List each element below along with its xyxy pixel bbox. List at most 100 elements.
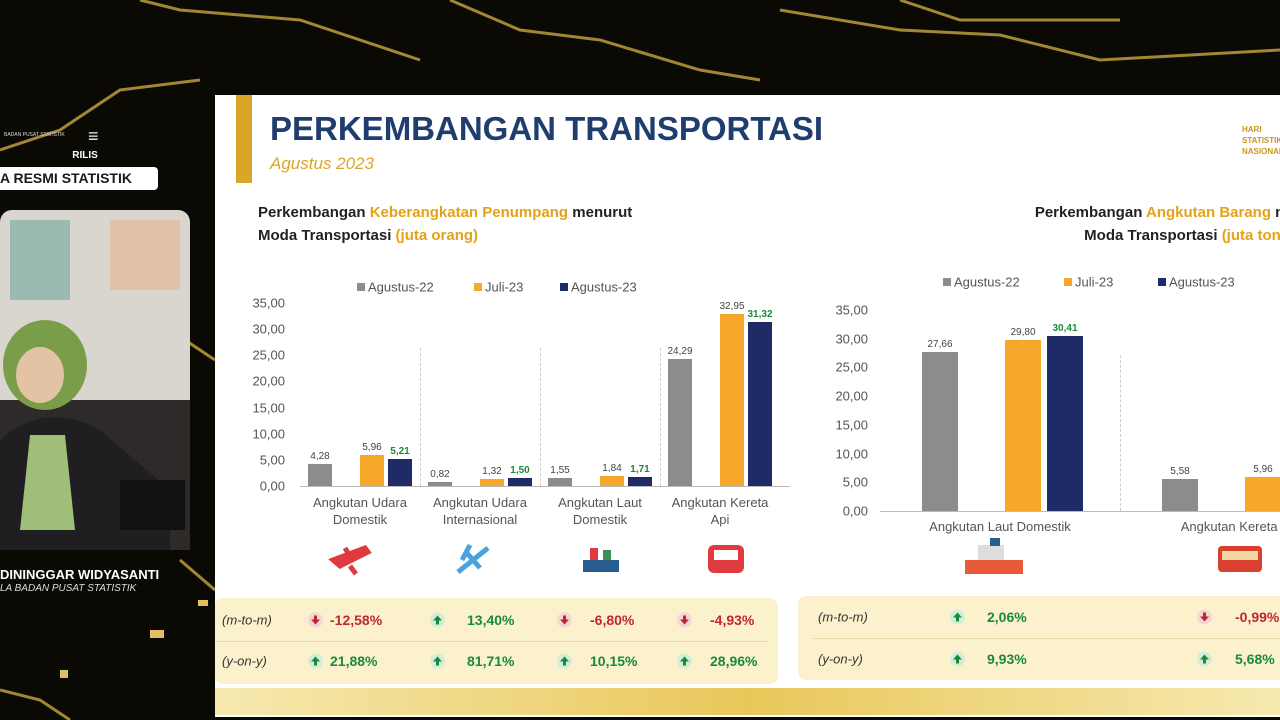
y-tick-label: 10,00 (835, 446, 868, 462)
bar (548, 477, 572, 486)
value-label: 24,29 (667, 345, 693, 357)
value-label: 1,55 (550, 464, 570, 476)
row-label: (y-on-y) (818, 651, 863, 667)
title-part: Perkembangan (258, 204, 366, 221)
bar (480, 479, 504, 486)
bar (1245, 476, 1280, 511)
legend-swatch (943, 278, 951, 286)
y-tick-label: 25,00 (835, 359, 868, 375)
arrow-up (1197, 651, 1212, 667)
x-tick-label: Angkutan Kereta Api (1180, 519, 1280, 534)
y-tick-label: 10,00 (252, 426, 285, 442)
arrow-glyph (1200, 654, 1209, 664)
bar (1047, 336, 1083, 511)
arrow-glyph (433, 615, 442, 625)
arrow-up (950, 609, 965, 625)
arrow-glyph (680, 656, 689, 666)
bar (748, 322, 772, 486)
arrow-glyph (560, 656, 569, 666)
row-divider (217, 640, 767, 642)
x-tick-label: Angkutan Udara Internasional (433, 495, 527, 527)
bar (1005, 339, 1041, 511)
category-divider (420, 348, 421, 486)
arrow-glyph (311, 656, 320, 666)
indicator-value: 81,71% (467, 653, 515, 669)
value-label: 32,95 (719, 300, 745, 312)
footer-strip (215, 688, 1280, 715)
title-part: (juta ton) (1221, 227, 1280, 244)
legend-label: Agustus-22 (954, 274, 1020, 290)
title-part: Moda Transportasi (258, 227, 392, 244)
title-part: Keberangkatan Penumpang (369, 204, 569, 221)
speaker-name: DININGGAR WIDYASANTI (0, 567, 160, 582)
indicator-value: -0,99% (1235, 609, 1280, 625)
corner-text: NASIONAL (1242, 147, 1280, 156)
title-part: Perkembangan (1034, 204, 1143, 221)
y-tick-label: 0,00 (842, 503, 868, 519)
row-label: (y-on-y) (222, 653, 267, 669)
speaker-video (0, 210, 190, 550)
bar (308, 463, 332, 486)
category-divider (1120, 355, 1121, 511)
y-tick-label: 5,00 (842, 474, 868, 490)
bar (428, 481, 452, 486)
x-tick-label: Angkutan Laut Domestik (558, 495, 642, 527)
logo-mark: ≡ (88, 126, 99, 146)
bar (360, 454, 384, 486)
arrow-down (308, 612, 323, 628)
value-label: 1,84 (602, 463, 622, 475)
arrow-glyph (953, 612, 962, 622)
arrow-glyph (1200, 612, 1209, 622)
arrow-up (677, 653, 692, 669)
value-label: 5,96 (362, 441, 382, 453)
arrow-down (557, 612, 572, 628)
arrow-glyph (953, 654, 962, 664)
indicator-value: 5,68% (1235, 651, 1275, 667)
arrow-up (308, 653, 323, 669)
value-label: 1,50 (510, 465, 530, 477)
y-tick-label: 30,00 (835, 331, 868, 347)
y-tick-label: 25,00 (252, 347, 285, 363)
y-tick-label: 20,00 (835, 388, 868, 404)
banner: A RESMI STATISTIK (0, 167, 158, 190)
indicator-value: 2,06% (987, 609, 1027, 625)
bar (628, 477, 652, 486)
y-tick-label: 30,00 (252, 321, 285, 337)
legend-label: Juli-23 (1075, 274, 1114, 290)
indicator-value: -6,80% (590, 612, 635, 628)
y-tick-label: 0,00 (259, 478, 285, 494)
value-label: 30,41 (1052, 323, 1078, 335)
y-tick-label: 20,00 (252, 373, 285, 389)
title-part: Angkutan Barang (1145, 204, 1271, 221)
y-tick-label: 15,00 (835, 417, 868, 433)
title-part: (juta orang) (395, 227, 479, 244)
bar (388, 458, 412, 486)
value-label: 1,71 (630, 464, 650, 476)
indicator-value: 10,15% (590, 653, 638, 669)
title-part: menurut (572, 204, 633, 221)
chart-title: Perkembangan Angkutan Barang menurut Mod… (995, 201, 1280, 247)
arrow-down (1197, 609, 1212, 625)
x-tick-label: Angkutan Kereta Api (671, 495, 769, 527)
indicator-value: -12,58% (330, 612, 383, 628)
legend-label: Agustus-23 (571, 279, 637, 295)
title-part: menurut (1275, 204, 1280, 221)
x-axis-line (300, 486, 790, 487)
value-label: 5,21 (390, 445, 410, 457)
category-divider (660, 348, 661, 486)
x-axis-line (880, 511, 1280, 512)
arrow-glyph (311, 615, 320, 625)
accent-bar (236, 95, 252, 183)
arrow-glyph (680, 615, 689, 625)
arrow-up (430, 653, 445, 669)
bar (720, 313, 744, 486)
indicator-value: 21,88% (330, 653, 378, 669)
corner-text: HARI (1242, 125, 1262, 134)
bar (668, 358, 692, 486)
corner-text: STATISTIK (1242, 136, 1280, 145)
corner-logo: HARI STATISTIK NASIONAL (1242, 124, 1280, 157)
legend-swatch (357, 283, 365, 291)
